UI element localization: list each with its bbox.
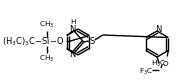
- Text: S: S: [89, 36, 94, 46]
- Text: CH$_3$: CH$_3$: [39, 20, 55, 30]
- Text: N: N: [70, 50, 76, 59]
- Text: F$_3$C: F$_3$C: [139, 67, 153, 77]
- Text: N: N: [155, 26, 161, 35]
- Text: O: O: [163, 61, 169, 67]
- Text: N: N: [70, 25, 76, 34]
- Text: CH$_3$: CH$_3$: [39, 54, 55, 64]
- Text: (H$_3$C)$_3$C$-$Si$-$O: (H$_3$C)$_3$C$-$Si$-$O: [2, 36, 65, 48]
- Text: H: H: [70, 20, 75, 26]
- Text: H$_3$C: H$_3$C: [151, 58, 166, 69]
